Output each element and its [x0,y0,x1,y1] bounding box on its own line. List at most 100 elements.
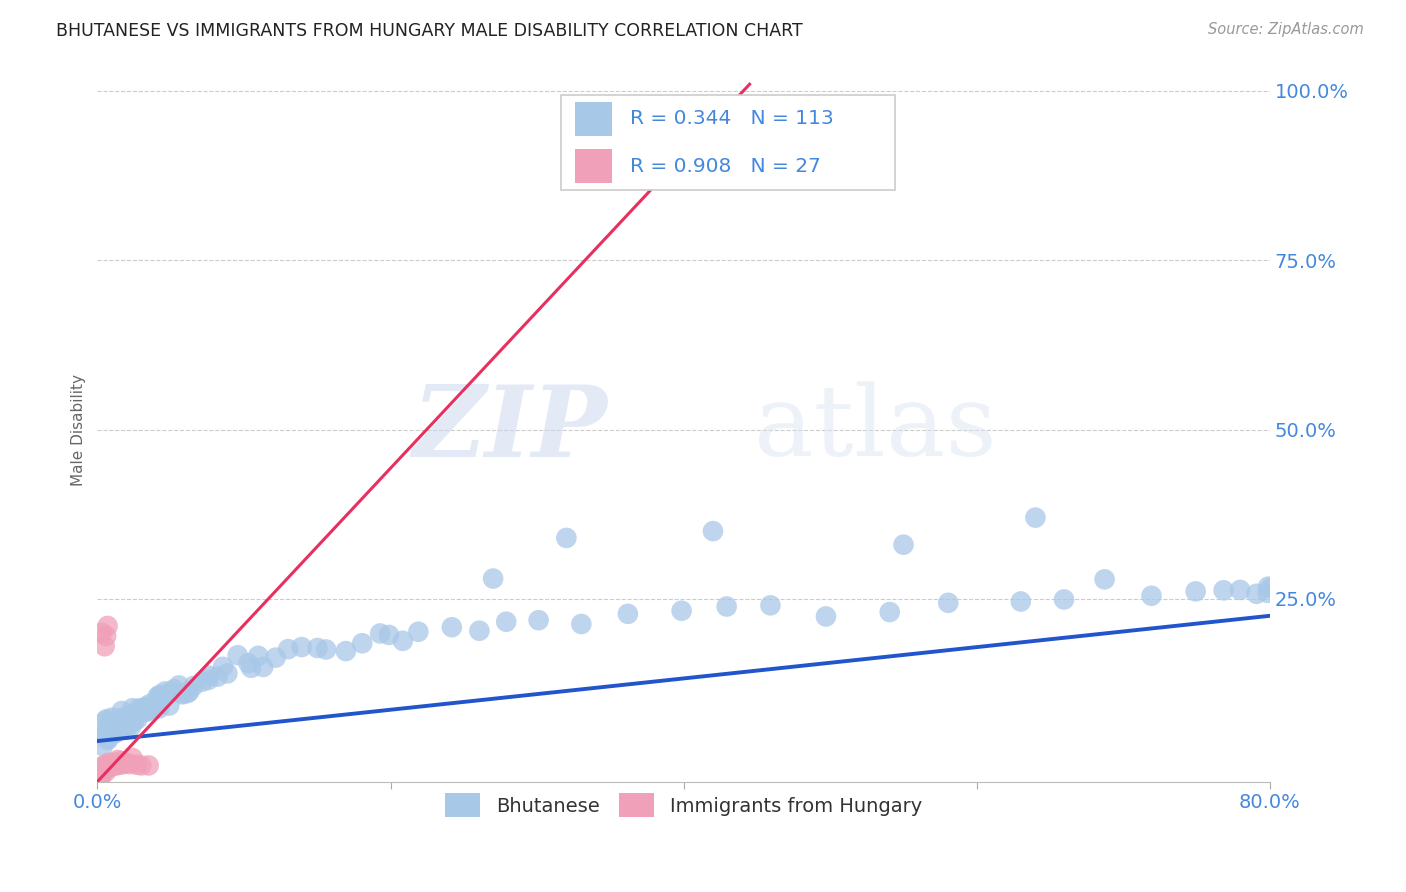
Point [105,723,128,738]
Point [146,694,169,708]
Point [146,690,169,704]
Point [104,756,127,770]
Point [121,751,143,765]
Point [167,678,190,692]
Point [468,624,491,638]
Point [98,723,121,738]
Point [107,753,129,767]
Point [440,620,463,634]
Point [138,758,160,772]
Point [183,679,205,693]
Point [101,716,124,731]
Point [117,719,139,733]
Point [495,615,517,629]
Text: Source: ZipAtlas.com: Source: ZipAtlas.com [1208,22,1364,37]
Point [157,698,180,713]
Point [617,607,640,621]
Point [527,613,550,627]
Point [100,718,122,732]
Point [101,715,124,730]
Point [97,619,120,633]
Point [89,772,111,786]
Point [138,698,160,712]
Point [108,717,131,731]
Point [135,699,157,714]
Point [173,687,195,701]
Point [98,723,121,738]
Point [238,656,260,670]
Point [879,605,901,619]
Point [120,720,142,734]
Text: ZIP: ZIP [412,381,607,478]
Point [1260,581,1282,595]
Bar [575,102,612,136]
Point [105,758,128,772]
Point [335,644,357,658]
Point [160,685,183,699]
Point [135,701,157,715]
Point [569,617,592,632]
Point [117,708,139,723]
Point [98,756,121,770]
Point [482,572,505,586]
Point [104,726,127,740]
Point [759,599,782,613]
Point [131,758,153,772]
Point [93,757,115,772]
Point [217,666,239,681]
Point [122,714,145,729]
Point [1024,510,1046,524]
Point [91,728,114,742]
Point [1010,594,1032,608]
FancyBboxPatch shape [561,95,894,190]
Point [94,726,117,740]
Point [197,668,219,682]
Point [132,700,155,714]
Point [98,723,121,738]
Point [110,755,132,769]
Point [277,642,299,657]
Point [141,701,163,715]
Point [135,701,157,715]
Point [125,708,148,723]
Point [1212,583,1234,598]
Text: R = 0.908   N = 27: R = 0.908 N = 27 [630,157,821,176]
Point [117,718,139,732]
Point [110,711,132,725]
Text: R = 0.344   N = 113: R = 0.344 N = 113 [630,110,834,128]
Bar [575,150,612,183]
Point [191,674,214,689]
Point [101,727,124,741]
Point [114,712,136,726]
Point [121,701,143,715]
Point [135,705,157,719]
Point [141,701,163,715]
Point [240,661,263,675]
Point [149,690,172,704]
Point [1229,582,1251,597]
Point [101,727,124,741]
Point [207,670,229,684]
Point [252,660,274,674]
Point [671,604,693,618]
Point [1094,572,1116,586]
Legend: Bhutanese, Immigrants from Hungary: Bhutanese, Immigrants from Hungary [437,786,929,825]
Point [103,724,125,739]
Point [893,538,915,552]
Point [1184,584,1206,599]
Point [408,624,430,639]
Point [1246,587,1268,601]
Point [368,626,391,640]
Point [96,726,118,740]
Point [101,759,124,773]
Point [111,722,134,736]
Point [1257,586,1279,600]
Point [98,758,121,772]
Point [91,739,114,753]
Point [163,682,186,697]
Point [1053,592,1076,607]
Point [226,648,249,663]
Point [98,718,121,732]
Point [112,757,135,772]
Point [702,524,724,538]
